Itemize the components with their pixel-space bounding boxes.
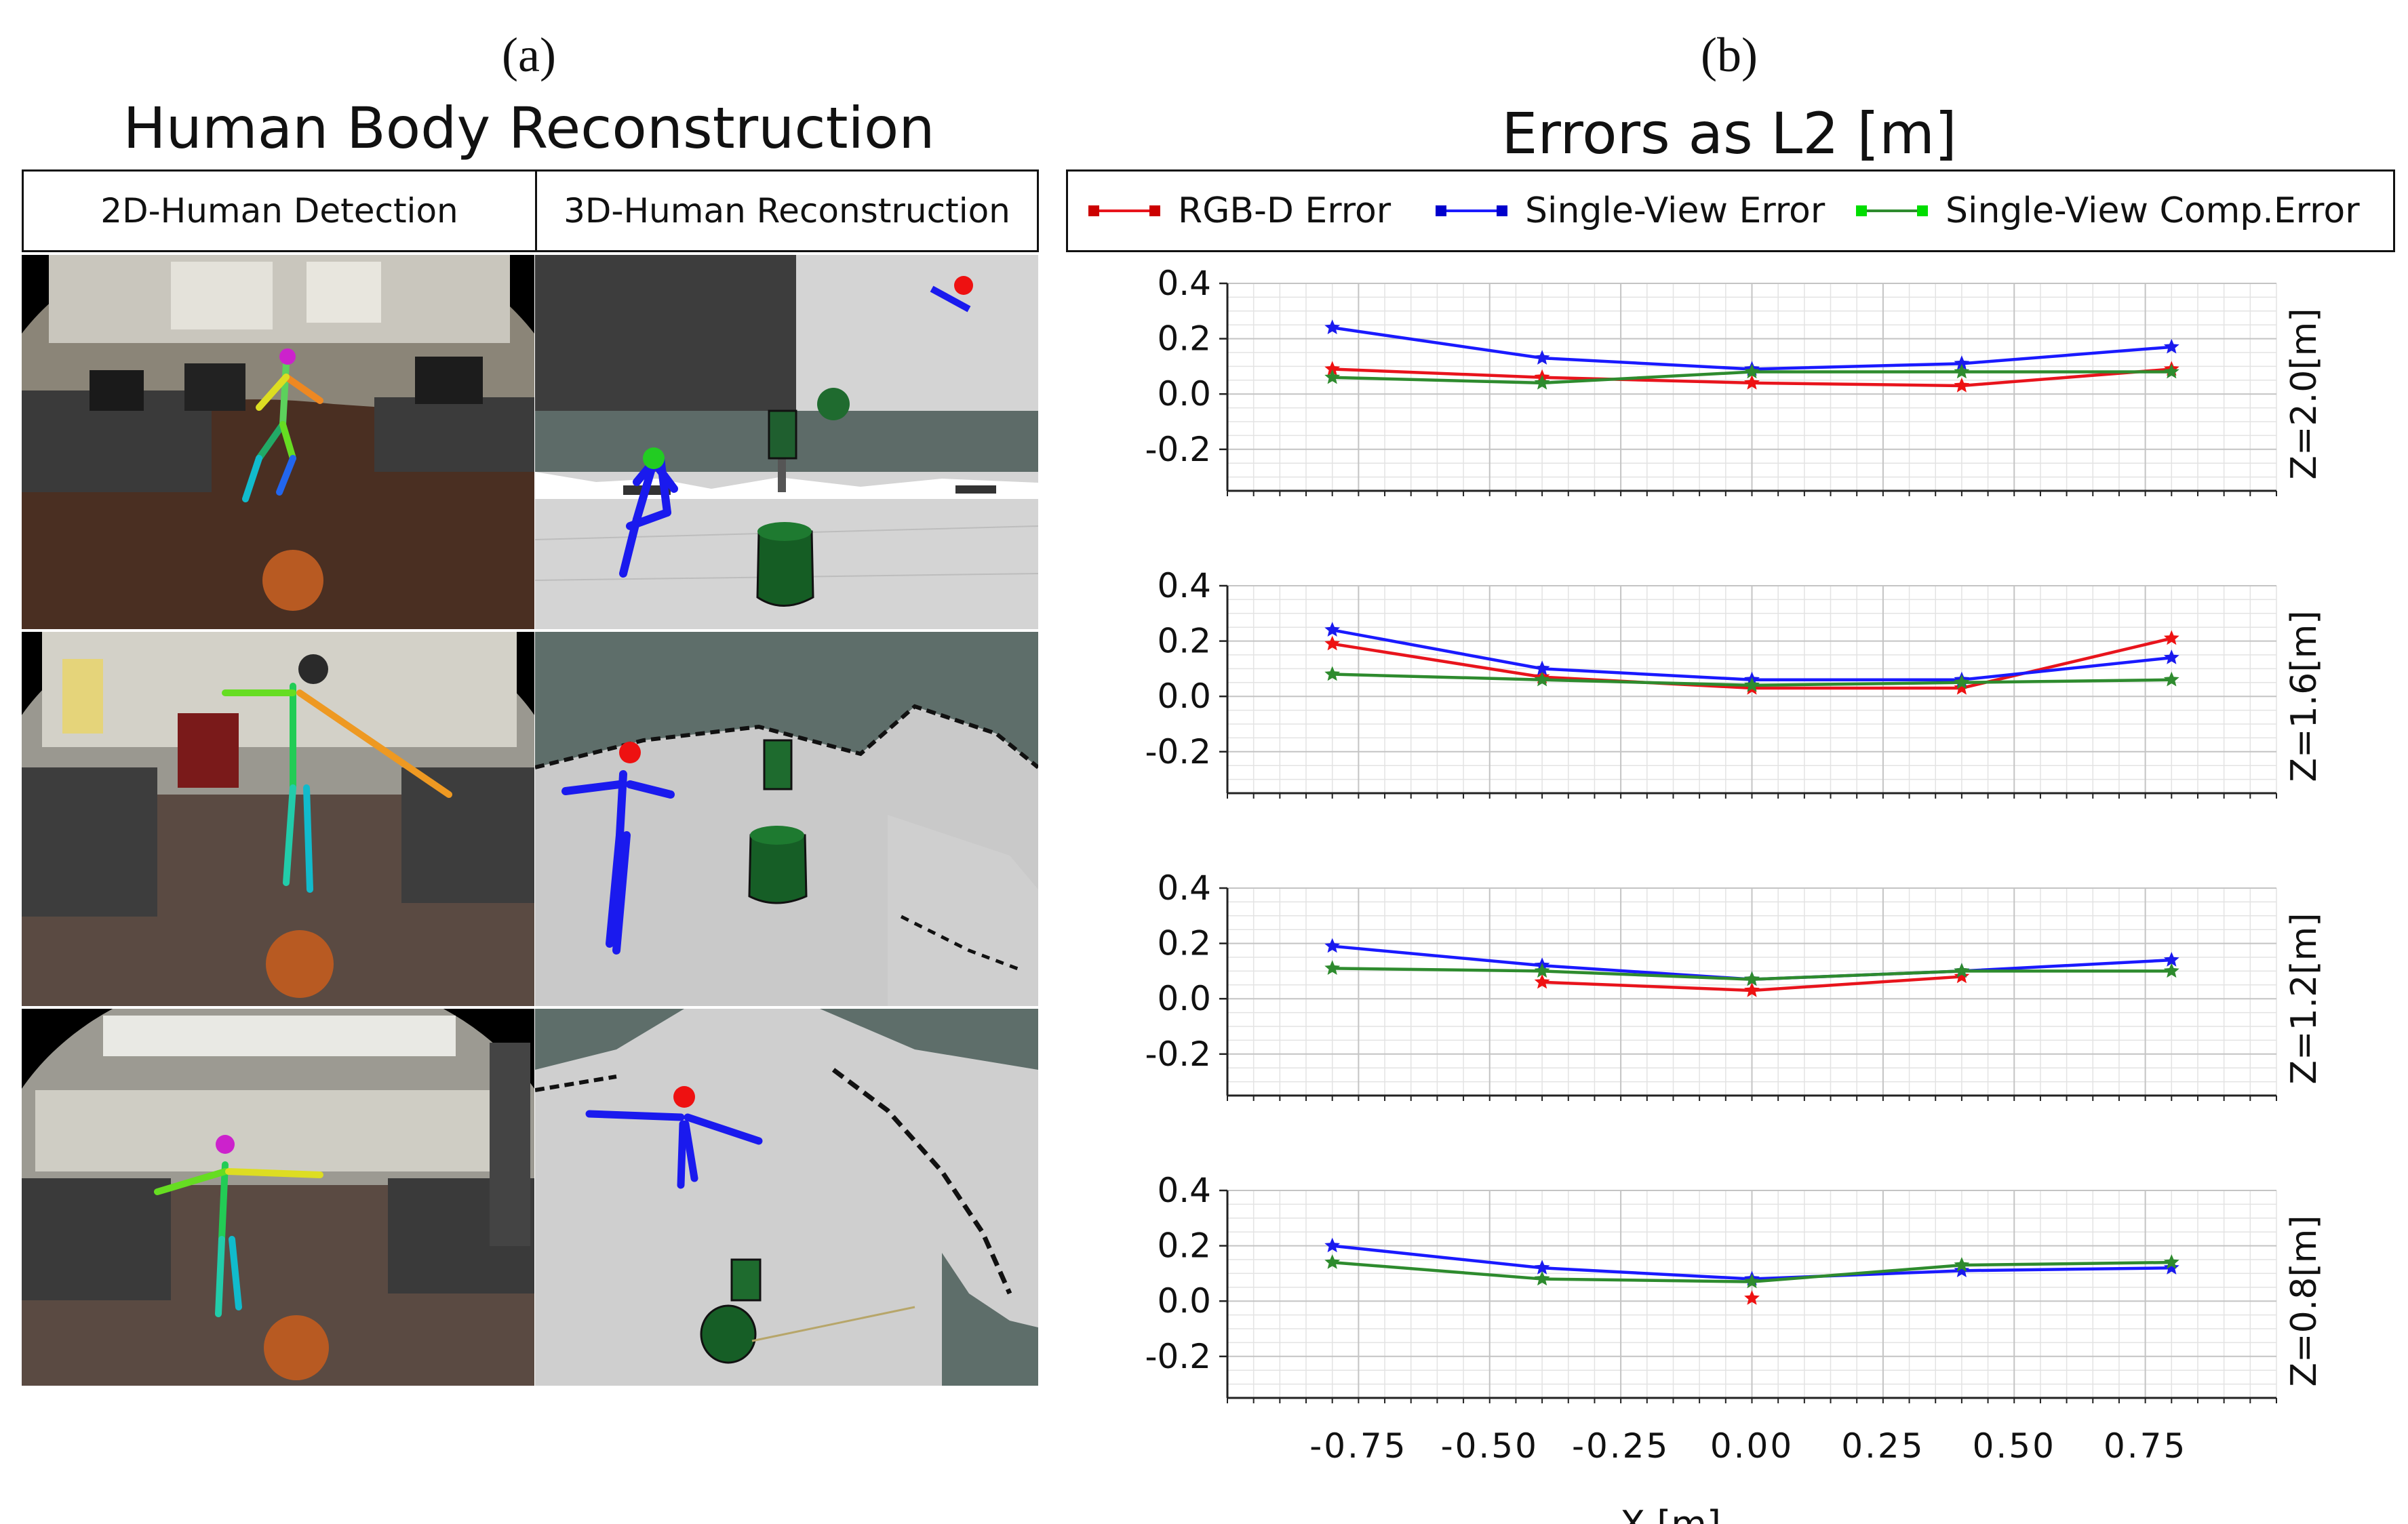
y-tick-label: -0.2 — [1145, 1337, 1211, 1376]
series-point — [1744, 374, 1760, 390]
series-point — [2163, 952, 2179, 967]
y-tick-label: 0.4 — [1157, 868, 1211, 908]
subplot-1: 0.4 0.2 0.0 -0.2 Z=2.0[m] — [1145, 264, 2325, 496]
series-point — [1954, 674, 1970, 689]
series-point — [1744, 677, 1760, 692]
series-point — [1954, 963, 1970, 978]
y-tick-label: 0.0 — [1157, 1281, 1211, 1321]
legend-line-rgbd — [1088, 205, 1160, 216]
x-tick-label: 0.25 — [1841, 1426, 1925, 1466]
series-point — [1954, 968, 1970, 984]
series-point — [1324, 369, 1341, 384]
subplot-label: Z=0.8[m] — [2284, 1215, 2325, 1386]
series-point — [2163, 649, 2179, 664]
y-tick-label: -0.2 — [1145, 1035, 1211, 1074]
y-tick-label: 0.4 — [1157, 264, 1211, 303]
subplot-label: Z=1.2[m] — [2284, 913, 2325, 1084]
series-point — [2163, 338, 2179, 354]
camera-image-3 — [22, 1009, 534, 1386]
x-tick-label: 0.50 — [1973, 1426, 2056, 1466]
header-3d-reconstruction: 3D-Human Reconstruction — [535, 169, 1039, 252]
subplot-2: 0.4 0.2 0.0 -0.2 Z=1.6[m] — [1145, 566, 2325, 799]
legend-item-rgbd: RGB-D Error — [1087, 172, 1391, 250]
panel-a-letter: (a) — [502, 28, 556, 82]
header-2d-detection: 2D-Human Detection — [22, 169, 537, 252]
series-point — [1744, 1273, 1760, 1289]
error-chart: 0.4 0.2 0.0 -0.2 Z=2.0[m] 0.4 0.2 0.0 -0.2 Z=1.6[… — [1145, 264, 2325, 1524]
series-point — [2163, 1260, 2179, 1275]
series-point — [1744, 363, 1760, 379]
x-tick-label: -0.75 — [1309, 1426, 1407, 1466]
reconstruction-image-2 — [535, 632, 1038, 1006]
series-point — [1534, 350, 1550, 365]
camera-image-1 — [22, 255, 534, 629]
panel-b-letter: (b) — [1701, 28, 1758, 82]
reconstruction-image-1 — [535, 255, 1038, 629]
subplot-4: 0.4 0.2 0.0 -0.2 Z=0.8[m] -0.75 -0.50 -0.25 0.00… — [1145, 1171, 2325, 1524]
y-tick-label: -0.2 — [1145, 430, 1211, 469]
subplot-3: 0.4 0.2 0.0 -0.2 Z=1.2[m] — [1145, 868, 2325, 1101]
subplot-label: Z=2.0[m] — [2284, 308, 2325, 479]
series-point — [1324, 635, 1341, 651]
y-tick-label: 0.2 — [1157, 319, 1211, 359]
series-point — [1324, 938, 1341, 953]
y-tick-label: 0.2 — [1157, 622, 1211, 661]
series-point — [2163, 963, 2179, 978]
legend-item-single-view-comp: Single-View Comp.Error — [1855, 172, 2360, 250]
series-point — [1324, 1254, 1341, 1269]
series-point — [1744, 982, 1760, 997]
y-tick-label: 0.0 — [1157, 677, 1211, 716]
series-point — [1744, 1290, 1760, 1305]
series-point — [1534, 974, 1550, 989]
legend-item-single-view: Single-View Error — [1434, 172, 1825, 250]
x-tick-label: -0.25 — [1572, 1426, 1670, 1466]
series-point — [1954, 363, 1970, 379]
series-point — [1954, 355, 1970, 370]
series-point — [1534, 1270, 1550, 1286]
series-point — [1954, 1257, 1970, 1272]
series-point — [1324, 1237, 1341, 1253]
y-tick-label: 0.2 — [1157, 1226, 1211, 1266]
series-point — [1324, 319, 1341, 334]
legend-line-single-view — [1436, 205, 1507, 216]
y-tick-label: 0.4 — [1157, 566, 1211, 605]
y-tick-label: 0.4 — [1157, 1171, 1211, 1210]
series-point — [1954, 378, 1970, 393]
series-point — [1534, 1260, 1550, 1275]
chart-legend: RGB-D Error Single-View Error Single-Vie… — [1066, 169, 2395, 252]
series-point — [2163, 363, 2179, 379]
y-tick-label: 0.0 — [1157, 979, 1211, 1018]
series-point — [1324, 960, 1341, 975]
series-point — [2163, 671, 2179, 687]
x-tick-label: 0.00 — [1710, 1426, 1794, 1466]
series-point — [1534, 963, 1550, 978]
series-point — [2163, 1254, 2179, 1269]
series-point — [1744, 971, 1760, 986]
y-tick-label: 0.2 — [1157, 924, 1211, 963]
x-tick-label: -0.50 — [1441, 1426, 1539, 1466]
series-point — [1954, 680, 1970, 695]
camera-image-2 — [22, 632, 534, 1006]
x-axis-label: X [m] — [1620, 1503, 1721, 1524]
series-point — [1534, 671, 1550, 687]
series-point — [1324, 666, 1341, 681]
x-tick-label: 0.75 — [2104, 1426, 2187, 1466]
series-point — [1954, 1262, 1970, 1277]
legend-label-single-view: Single-View Error — [1525, 190, 1825, 231]
series-point — [1324, 622, 1341, 637]
y-tick-label: 0.0 — [1157, 374, 1211, 414]
panel-a-title: Human Body Reconstruction — [123, 95, 935, 161]
series-point — [2163, 630, 2179, 645]
subplot-label: Z=1.6[m] — [2284, 610, 2325, 782]
series-point — [1534, 374, 1550, 390]
reconstruction-image-3 — [535, 1009, 1038, 1386]
legend-line-single-view-comp — [1856, 205, 1928, 216]
y-tick-label: -0.2 — [1145, 732, 1211, 771]
legend-label-rgbd: RGB-D Error — [1178, 190, 1391, 231]
series-point — [1324, 361, 1341, 376]
chart-title: Errors as L2 [m] — [1501, 100, 1957, 167]
legend-label-single-view-comp: Single-View Comp.Error — [1946, 190, 2360, 231]
series-point — [1534, 660, 1550, 676]
